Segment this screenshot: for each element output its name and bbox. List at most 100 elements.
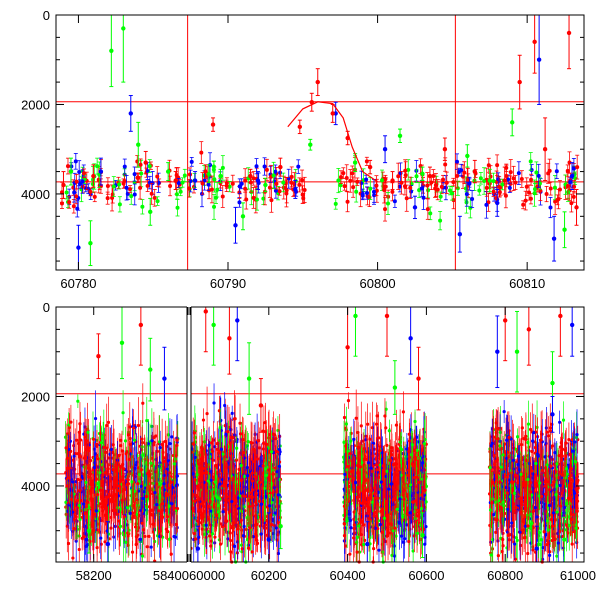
data-point [124,540,128,544]
data-point [516,171,521,176]
data-point [128,425,132,429]
data-point [246,498,250,502]
x-tick-label: 60790 [210,276,246,291]
data-point [195,473,199,477]
data-point [438,194,443,199]
data-point [521,202,526,207]
data-point [256,438,260,443]
data-point [71,556,75,560]
data-point [192,178,198,183]
data-point [92,483,96,487]
data-point [273,188,278,193]
data-point [109,447,114,452]
data-point [140,554,145,558]
data-point [302,187,307,192]
data-point [569,201,574,206]
data-point [289,180,294,185]
data-point [178,189,183,194]
data-point [88,189,93,194]
data-point [221,452,225,456]
data-point [88,472,92,476]
data-point [351,185,356,190]
data-point [195,458,199,463]
data-point [542,147,548,152]
data-point [104,506,108,510]
data-point [242,494,246,498]
data-point [168,471,172,475]
data-point [574,205,579,210]
data-point [238,432,243,436]
data-point [90,499,94,503]
data-point [87,443,91,447]
data-point [412,205,418,210]
data-point [330,111,335,116]
data-point [176,180,181,185]
data-point [141,401,145,405]
data-point [130,550,135,554]
data-point [78,517,82,521]
data-point [478,176,483,181]
data-point [74,194,79,199]
data-point [380,178,385,183]
data-point [201,523,206,527]
data-point [462,170,467,175]
data-point [99,542,103,546]
data-point [269,198,274,203]
data-point [213,445,217,449]
data-point [566,30,572,36]
data-point [482,178,487,183]
data-point [484,185,489,190]
data-point [132,192,137,197]
data-point [194,537,198,541]
data-point [352,160,358,165]
data-point [284,188,289,193]
data-point [368,186,373,191]
data-point [111,467,115,472]
data-point [215,187,220,192]
data-point [145,183,150,188]
data-point [149,191,154,196]
data-point [105,196,110,201]
data-point [524,184,529,189]
data-point [502,178,507,183]
data-point [229,428,233,432]
data-point [86,430,90,434]
data-point [457,232,463,237]
data-point [188,179,193,184]
data-point [486,163,491,168]
data-point [442,147,448,152]
data-point [69,497,74,502]
data-point [69,420,73,424]
data-point [94,487,98,491]
data-point [124,452,128,456]
data-point [230,411,234,415]
data-point [119,438,123,442]
data-point [126,482,131,486]
data-point [106,467,110,471]
data-point [142,490,146,494]
data-point [99,440,104,445]
data-point [162,460,166,464]
data-point [315,79,320,85]
data-point [364,177,369,182]
data-point [562,227,567,232]
data-point [146,471,150,476]
data-point [82,171,87,176]
data-point [175,205,180,210]
data-point [495,200,500,206]
data-point [494,196,499,201]
data-point [127,457,132,461]
data-point [517,79,522,85]
data-point [112,535,116,539]
data-point [82,535,86,539]
data-point [364,191,369,196]
data-point [145,545,149,549]
data-point [256,457,260,461]
data-point [255,178,261,183]
data-point [247,504,252,509]
data-point [344,176,349,181]
data-point [309,100,314,105]
data-point [144,494,149,499]
data-point [88,240,93,246]
data-point [203,169,208,174]
